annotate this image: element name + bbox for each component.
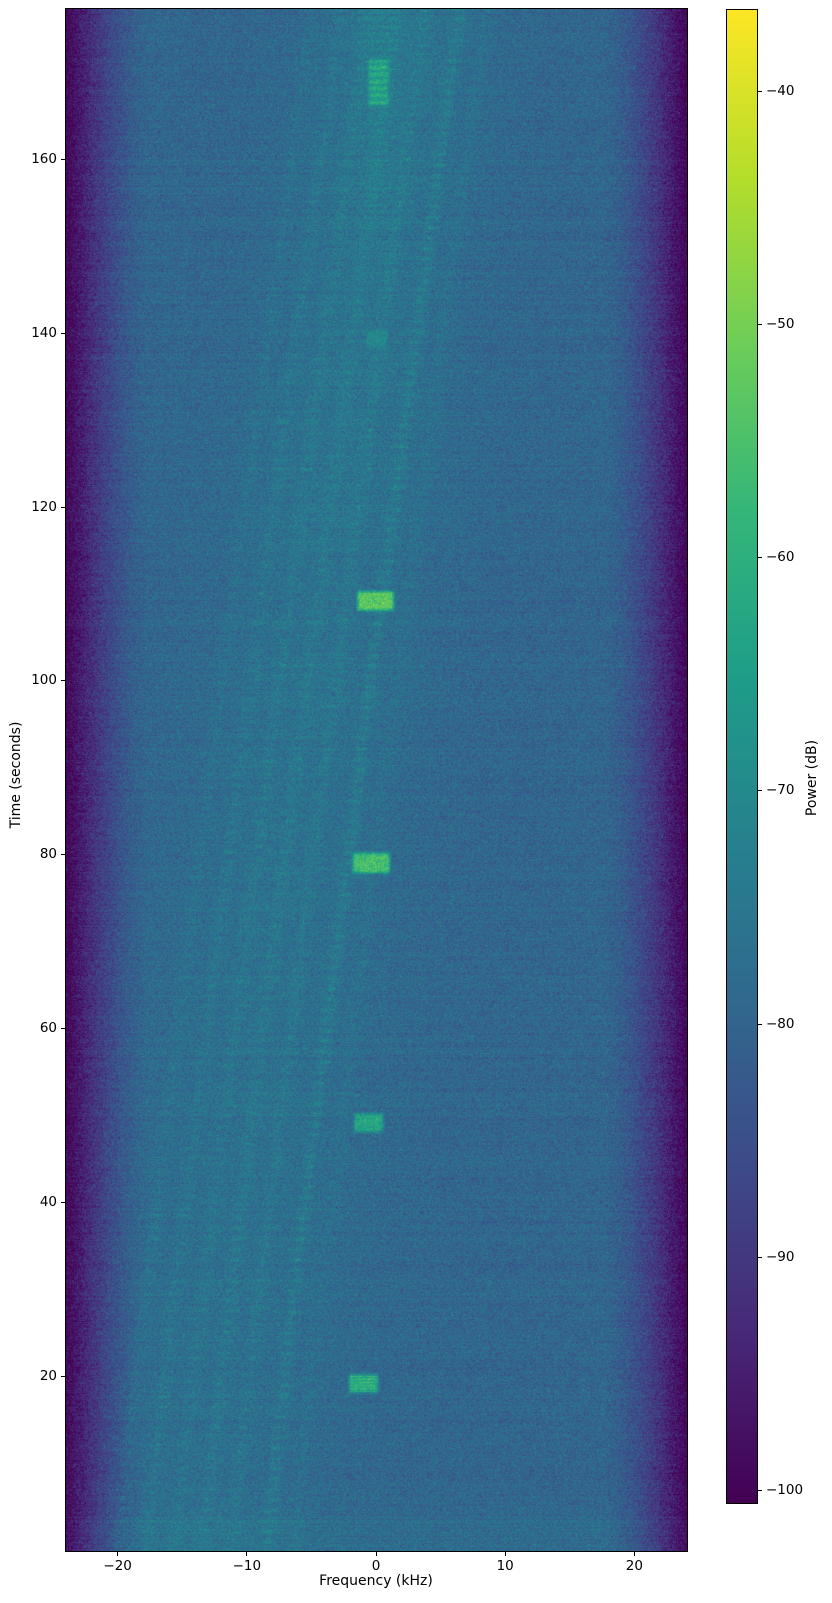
y-tick-mark	[61, 1028, 65, 1029]
colorbar-tick-label: −80	[766, 1015, 795, 1032]
x-tick-mark	[504, 1552, 506, 1556]
x-tick-label: −20	[103, 1558, 132, 1574]
x-tick-label: 10	[496, 1558, 514, 1574]
y-tick-mark	[61, 158, 65, 160]
x-axis-label: Frequency (kHz)	[319, 1573, 433, 1589]
x-tick-label: 20	[625, 1558, 643, 1574]
colorbar-tick-mark	[758, 557, 762, 559]
colorbar-tick-mark	[758, 1489, 762, 1491]
x-tick-label: 0	[371, 1558, 381, 1574]
y-tick-label: 80	[39, 846, 57, 863]
colorbar-tick-label: −70	[766, 782, 795, 799]
x-tick-mark	[117, 1552, 119, 1556]
y-axis-label: Time (seconds)	[8, 721, 24, 829]
colorbar-label: Power (dB)	[804, 739, 820, 817]
colorbar-tick-mark	[758, 1256, 762, 1258]
y-tick-label: 60	[39, 1020, 57, 1036]
y-tick-mark	[61, 1201, 65, 1203]
x-tick-label: −10	[232, 1558, 262, 1574]
y-tick-mark	[61, 680, 65, 682]
y-tick-label: 160	[31, 150, 57, 167]
x-tick-mark	[375, 1552, 377, 1556]
colorbar-tick-label: −100	[766, 1481, 804, 1498]
x-tick-mark	[246, 1552, 248, 1556]
colorbar	[726, 9, 758, 1504]
y-tick-label: 20	[39, 1367, 57, 1384]
y-tick-mark	[61, 332, 65, 334]
y-tick-label: 140	[31, 324, 57, 341]
colorbar-tick-label: −60	[766, 549, 795, 566]
y-tick-label: 40	[39, 1193, 57, 1210]
y-tick-label: 120	[31, 498, 57, 515]
colorbar-tick-mark	[758, 790, 762, 792]
y-tick-mark	[61, 506, 65, 508]
colorbar-tick-mark	[758, 1023, 762, 1025]
spectrogram-canvas	[66, 9, 687, 1551]
spectrogram-plot-area	[65, 8, 688, 1552]
y-tick-mark	[61, 854, 65, 856]
colorbar-canvas	[727, 10, 757, 1503]
y-tick-label: 100	[31, 672, 57, 689]
colorbar-tick-label: −40	[766, 83, 795, 100]
colorbar-tick-label: −90	[766, 1248, 795, 1265]
colorbar-tick-mark	[758, 91, 762, 93]
colorbar-tick-label: −50	[766, 316, 795, 333]
y-tick-mark	[61, 1375, 65, 1377]
colorbar-tick-mark	[758, 324, 762, 326]
x-tick-mark	[633, 1552, 635, 1556]
